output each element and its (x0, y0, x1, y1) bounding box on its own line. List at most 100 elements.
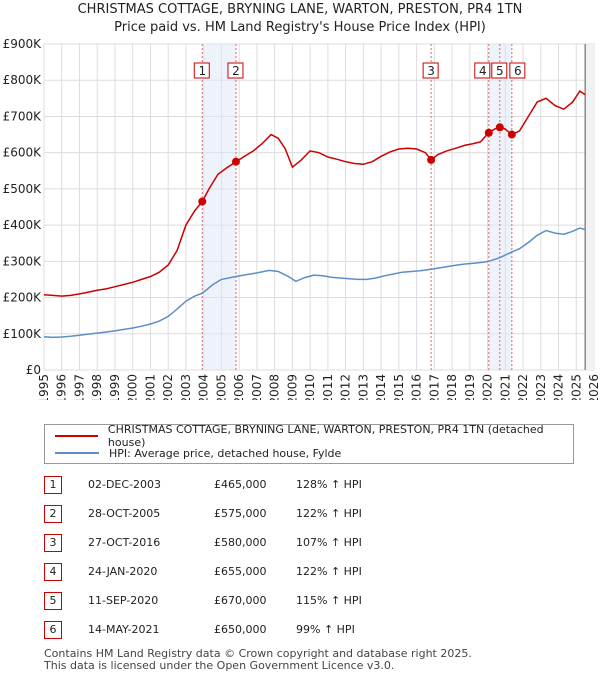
x-tick-label: 1996 (55, 374, 69, 400)
sale-date: 24-JAN-2020 (88, 565, 158, 578)
x-tick-label: 2021 (498, 374, 512, 400)
x-tick-label: 2010 (303, 374, 317, 400)
sale-hpi: 128% ↑ HPI (296, 478, 362, 491)
x-tick-label: 2013 (356, 374, 370, 400)
sale-label-5: 5 (491, 62, 508, 79)
sale-label-3: 3 (422, 62, 439, 79)
sale-badge: 4 (44, 563, 62, 581)
sale-date: 28-OCT-2005 (88, 507, 161, 520)
table-row: 5 11-SEP-2020 £670,000 115% ↑ HPI (44, 592, 444, 612)
sale-badge: 2 (44, 505, 62, 523)
sale-label-box (474, 62, 491, 79)
legend-label-hpi: HPI: Average price, detached house, Fyld… (109, 446, 342, 460)
sale-label-1: 1 (193, 62, 210, 79)
sale-marker-2 (231, 157, 240, 166)
sale-hpi: 99% ↑ HPI (296, 623, 355, 636)
x-tick-label: 1995 (37, 374, 51, 400)
sale-label-text: 6 (514, 64, 522, 78)
sale-label-text: 1 (198, 64, 206, 78)
x-tick-label: 2001 (143, 374, 157, 400)
sale-label-text: 2 (232, 64, 240, 78)
sale-badge: 1 (44, 476, 62, 494)
sale-badge: 3 (44, 534, 62, 552)
sale-label-2: 2 (227, 62, 244, 79)
sale-markers (198, 123, 516, 206)
x-tick-label: 2025 (569, 374, 583, 400)
sale-label-6: 6 (509, 62, 526, 79)
chart-subtitle: Price paid vs. HM Land Registry's House … (114, 20, 486, 35)
y-tick-label: £500K (3, 182, 43, 196)
x-tick-label: 2014 (374, 374, 388, 400)
y-tick-label: £900K (3, 37, 43, 51)
sale-hpi: 107% ↑ HPI (296, 536, 362, 549)
sale-marker-1 (198, 197, 207, 206)
sale-label-box (491, 62, 508, 79)
sale-label-box (193, 62, 210, 79)
table-row: 1 02-DEC-2003 £465,000 128% ↑ HPI (44, 476, 444, 496)
x-tick-label: 2002 (161, 374, 175, 400)
footer-copyright: Contains HM Land Registry data © Crown c… (44, 647, 472, 660)
x-tick-label: 2009 (285, 374, 299, 400)
y-tick-label: £600K (3, 146, 43, 160)
footer: Contains HM Land Registry data © Crown c… (44, 648, 472, 672)
sale-hpi: 122% ↑ HPI (296, 507, 362, 520)
projection-shade (585, 44, 594, 370)
y-axis: £0 £100K £200K £300K £400K £500K £600K £700K £80… (3, 37, 43, 377)
chart-title: CHRISTMAS COTTAGE, BRYNING LANE, WARTON,… (77, 2, 523, 17)
sale-price: £650,000 (214, 623, 267, 636)
x-tick-label: 2008 (268, 374, 282, 400)
x-tick-label: 1997 (72, 374, 86, 400)
y-tick-label: £300K (3, 254, 43, 268)
sale-price: £580,000 (214, 536, 267, 549)
sale-marker-3 (427, 155, 436, 164)
sale-label-box (227, 62, 244, 79)
y-tick-label: £700K (3, 109, 43, 123)
legend-item-hpi: HPI: Average price, detached house, Fyld… (55, 445, 341, 461)
sale-badge: 6 (44, 621, 62, 639)
x-tick-label: 2004 (197, 374, 211, 400)
hpi-line (43, 227, 586, 339)
y-tick-label: £200K (3, 291, 43, 305)
x-tick-label: 2015 (392, 374, 406, 400)
sale-label-4: 4 (474, 62, 491, 79)
y-tick-label: £400K (3, 218, 43, 232)
future-shade (202, 44, 594, 370)
x-tick-label: 2018 (445, 374, 459, 400)
sale-label-text: 5 (496, 64, 504, 78)
x-tick-label: 1998 (90, 374, 104, 400)
x-tick-label: 2012 (339, 374, 353, 400)
x-tick-label: 2007 (250, 374, 264, 400)
sale-band (488, 44, 512, 370)
x-tick-label: 2026 (587, 374, 600, 400)
y-tick-label: £0 (26, 363, 41, 377)
legend-swatch-property (55, 435, 98, 437)
x-tick-label: 2019 (463, 374, 477, 400)
sale-price: £465,000 (214, 478, 267, 491)
x-axis: 1995 1996 1997 1998 1999 2000 2001 2002 2003 2004… (37, 374, 600, 400)
sale-label-box (509, 62, 526, 79)
table-row: 6 14-MAY-2021 £650,000 99% ↑ HPI (44, 621, 444, 641)
x-tick-label: 2017 (427, 374, 441, 400)
x-tick-label: 2011 (321, 374, 335, 400)
sale-label-text: 3 (427, 64, 435, 78)
sale-date: 02-DEC-2003 (88, 478, 162, 491)
sale-band (202, 44, 236, 370)
sale-marker-4 (484, 128, 493, 137)
sale-price: £575,000 (214, 507, 267, 520)
sale-date: 27-OCT-2016 (88, 536, 161, 549)
sale-price: £670,000 (214, 594, 267, 607)
sale-hpi: 115% ↑ HPI (296, 594, 362, 607)
x-tick-label: 2016 (410, 374, 424, 400)
sale-label-text: 4 (479, 64, 487, 78)
x-tick-label: 2000 (126, 374, 140, 400)
x-tick-label: 2023 (534, 374, 548, 400)
legend-item-property: CHRISTMAS COTTAGE, BRYNING LANE, WARTON,… (55, 423, 573, 449)
table-row: 4 24-JAN-2020 £655,000 122% ↑ HPI (44, 563, 444, 583)
legend-label-property: CHRISTMAS COTTAGE, BRYNING LANE, WARTON,… (107, 423, 544, 449)
y-tick-label: £100K (3, 327, 43, 341)
y-tick-label: £800K (3, 73, 43, 87)
x-tick-label: 2024 (552, 374, 566, 400)
x-tick-label: 2020 (481, 374, 495, 400)
sale-badge: 5 (44, 592, 62, 610)
